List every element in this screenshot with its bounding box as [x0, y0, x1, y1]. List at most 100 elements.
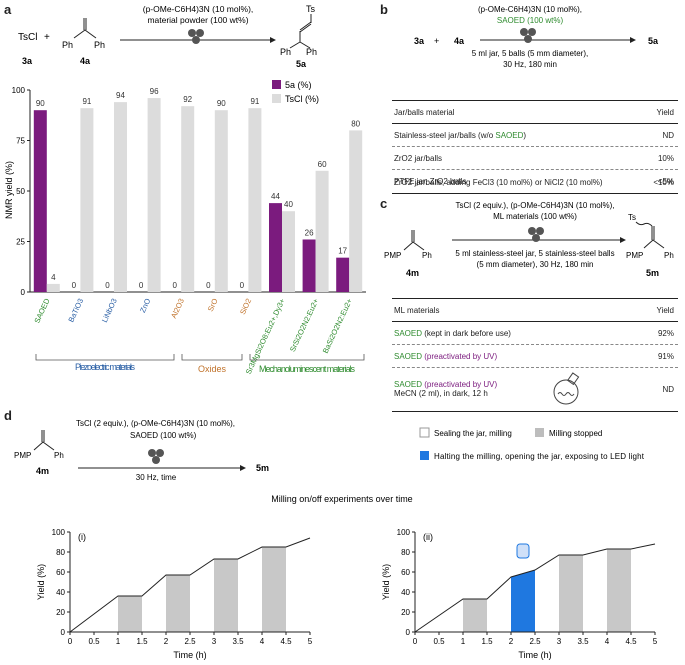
b-condition-4: 30 Hz, 180 min: [503, 60, 557, 69]
bar: [349, 130, 363, 292]
legend-swatch-tscl: [272, 94, 281, 103]
bar-value-label: 17: [338, 247, 347, 256]
category-label: BaTiO3: [66, 297, 85, 324]
y-axis-label: Yield (%): [36, 564, 46, 600]
b-row-2-yield: 10%: [657, 153, 674, 163]
c-condition-2: ML materials (100 wt%): [493, 212, 577, 221]
reagent-tscl: TsCl: [18, 32, 37, 43]
category-label: SAOED: [32, 297, 52, 325]
group-brackets: [35, 354, 365, 361]
table-row: SAOED (kept in dark before use) 92%: [392, 322, 678, 345]
x-tick-label: 5: [308, 637, 313, 646]
line-chart-ii: 0 20 40 60 80 100 0 0.5 1 1.5 2 2.5 3 3.5 4 4.5 5 Time (h…: [381, 528, 658, 660]
x-tick-label: 2.5: [529, 637, 541, 646]
d-legend-swatch-stopped: [535, 428, 544, 437]
b-row-3-yield: <5%: [657, 176, 674, 186]
d-reactant-id: 4m: [36, 466, 49, 476]
c-row-3-material: SAOED (preactivated by UV) MeCN (2 ml), i…: [392, 380, 550, 398]
d-legend-milling: Sealing the jar, milling: [434, 429, 512, 438]
stopped-interval: [463, 599, 487, 632]
c-arrowhead: [620, 237, 626, 243]
bar: [282, 211, 295, 292]
panel-d-label: d: [4, 408, 12, 423]
c-condition-3: 5 ml stainless-steel jar, 5 stainless-st…: [455, 249, 614, 258]
c-row-3-note: (preactivated by UV): [422, 380, 498, 389]
table-row: SAOED (preactivated by UV) 91%: [392, 345, 678, 368]
legend-label-tscl: TsCl (%): [285, 94, 319, 104]
category-label: Al2O3: [169, 297, 186, 320]
product-ph-right: Ph: [306, 47, 317, 57]
legend-label-5a: 5a (%): [285, 80, 312, 90]
c-row-3-line2: MeCN (2 ml), in dark, 12 h: [394, 389, 488, 398]
x-tick-label: 1.5: [136, 637, 148, 646]
c-row-2-yield: 91%: [657, 351, 674, 361]
category-label: BaSi2O2N2:Eu2+: [321, 296, 355, 354]
stopped-interval: [262, 547, 286, 632]
x-tick-label: 1: [116, 637, 121, 646]
x-axis-label: Time (h): [173, 650, 206, 660]
x-tick-label: 3: [557, 637, 562, 646]
d-product-id: 5m: [256, 463, 269, 473]
bar: [114, 102, 127, 292]
c-milling-balls-icon: [528, 227, 544, 242]
y-axis-label: NMR yield (%): [4, 161, 14, 219]
bar: [80, 108, 94, 293]
x-tick-label: 0.5: [433, 637, 445, 646]
yield-line: [69, 537, 311, 633]
c-product-structure: [635, 221, 665, 249]
c-row-2-note: (preactivated by UV): [422, 351, 498, 361]
b-row-1-material: Stainless-steel jar/balls (w/o SAOED): [392, 131, 614, 140]
bar-value-label: 26: [305, 228, 314, 237]
panel-a-scheme: TsCl + 3a Ph Ph 4a (p-OMe-C6H4)3N (10 mo…: [18, 4, 317, 69]
bar-value-label: 0: [105, 281, 110, 290]
b-reactant-3a: 3a: [414, 36, 425, 46]
x-tick-label: 4: [260, 637, 265, 646]
led-bulb-icon: [516, 543, 530, 559]
y-tick-label: 40: [401, 588, 410, 597]
d-legend-led: Halting the milling, opening the jar, ex…: [434, 452, 645, 461]
bar-value-label: 0: [240, 281, 245, 290]
x-tick-label: 3.5: [577, 637, 589, 646]
y-tick-label: 50: [16, 187, 25, 196]
x-tick-label: 3.5: [232, 637, 244, 646]
product-id-5a: 5a: [296, 59, 307, 69]
y-tick-label: 100: [12, 86, 26, 95]
bar-value-label: 96: [150, 87, 159, 96]
reagent-id-4a: 4a: [80, 56, 91, 66]
d-reactant-structure: [33, 430, 55, 451]
table-row: ZrO2 jar/balls, adding FeCl3 (10 mol%) o…: [392, 171, 678, 194]
c-reactant-structure: [403, 230, 425, 251]
b-reactant-4a: 4a: [454, 36, 465, 46]
x-tick-label: 0: [413, 637, 418, 646]
bar-value-label: 0: [206, 281, 211, 290]
c-product-ts: Ts: [628, 213, 636, 222]
d-milling-balls-icon: [148, 449, 164, 464]
y-tick-label: 40: [56, 588, 65, 597]
y-tick-label: 100: [397, 528, 411, 537]
c-row-1-name: SAOED: [394, 328, 423, 338]
subplot-label: (ii): [423, 532, 433, 542]
c-row-1-note: (kept in dark before use): [422, 328, 511, 338]
legend-swatch-5a: [272, 80, 281, 89]
group-label-piezo: Piezoelectric materials: [75, 362, 136, 372]
y-tick-label: 20: [401, 608, 410, 617]
c-header-yield: Yield: [656, 305, 675, 315]
bar: [315, 170, 329, 292]
x-tick-label: 2: [509, 637, 514, 646]
b-row-1-hl: SAOED: [495, 130, 524, 140]
b-header-yield: Yield: [656, 107, 675, 117]
y-tick-label: 20: [56, 608, 65, 617]
c-product-ph: Ph: [664, 251, 674, 260]
bar: [269, 203, 282, 292]
bar: [248, 108, 262, 293]
bar: [147, 98, 161, 292]
c-product-id: 5m: [646, 268, 659, 278]
x-tick-label: 2: [164, 637, 169, 646]
group-label-ml: Mechanoluminescent materials: [259, 364, 356, 374]
bar-value-label: 91: [82, 97, 91, 106]
group-label-oxides: Oxides: [198, 364, 227, 374]
c-row-1-material: SAOED (kept in dark before use): [392, 329, 614, 338]
d-condition-2: SAOED (100 wt%): [130, 431, 197, 440]
stopped-interval: [607, 549, 631, 632]
bar-value-label: 92: [183, 95, 192, 104]
